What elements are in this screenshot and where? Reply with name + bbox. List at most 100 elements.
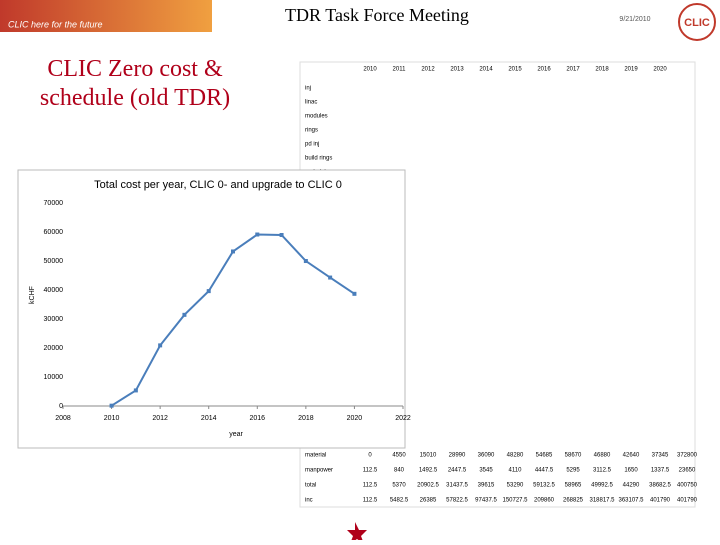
year-header: 2013 [450, 67, 464, 73]
x-tick-label: 2018 [298, 415, 314, 422]
cell: 39615 [478, 483, 495, 489]
year-header: 2020 [653, 67, 667, 73]
cell: 54685 [536, 453, 553, 459]
cell: 401790 [677, 498, 698, 504]
cell: 3545 [479, 468, 493, 474]
year-header: 2019 [624, 67, 638, 73]
point [328, 275, 333, 280]
cell: 2447.5 [448, 468, 467, 474]
cell: 112.5 [363, 483, 378, 489]
y-axis-label: kCHF [29, 286, 36, 304]
y-tick-label: 40000 [44, 287, 64, 294]
year-header: 2017 [566, 67, 580, 73]
cell: 4550 [392, 453, 406, 459]
title-box: CLIC Zero cost & schedule (old TDR) [39, 56, 231, 111]
cell: 42640 [623, 453, 640, 459]
y-tick-label: 70000 [44, 200, 64, 207]
cell: 58670 [565, 453, 582, 459]
x-tick-label: 2014 [201, 415, 217, 422]
x-axis-label: year [229, 431, 243, 438]
row-label: pd inj [305, 142, 319, 148]
cell: 318817.5 [589, 498, 615, 504]
cell: 209860 [534, 498, 555, 504]
year-header: 2014 [479, 67, 493, 73]
slide-title: CLIC Zero cost & schedule (old TDR) [39, 56, 231, 111]
row-label: linac [305, 100, 317, 106]
cell: 38682.5 [649, 483, 671, 489]
logo [678, 3, 716, 41]
cell: 150727.5 [502, 498, 528, 504]
cell: 5295 [566, 468, 580, 474]
row-label: inj [305, 86, 311, 92]
cell: 363107.5 [618, 498, 644, 504]
cell: 26385 [420, 498, 437, 504]
cell: 49992.5 [591, 483, 613, 489]
cell: 57822.5 [446, 498, 468, 504]
cell: 1337.5 [651, 468, 670, 474]
row-label: total [305, 483, 316, 489]
y-tick-label: 30000 [44, 316, 64, 323]
year-header: 2015 [508, 67, 522, 73]
cell: 58965 [565, 483, 582, 489]
y-tick-label: 60000 [44, 229, 64, 236]
chart-title: Total cost per year, CLIC 0- and upgrade… [94, 179, 342, 191]
x-tick-label: 2016 [249, 415, 265, 422]
cell: 23650 [679, 468, 696, 474]
cell: 0 [368, 453, 372, 459]
year-header: 2016 [537, 67, 551, 73]
x-tick-label: 2022 [395, 415, 411, 422]
star-icon [347, 522, 367, 544]
x-tick-label: 2010 [104, 415, 120, 422]
cell: 1492.5 [419, 468, 438, 474]
header-title: TDR Task Force Meeting [285, 5, 469, 25]
row-label: rings [305, 128, 318, 134]
cell: 840 [394, 468, 405, 474]
x-tick-label: 2008 [55, 415, 71, 422]
cell: 268825 [563, 498, 584, 504]
row-label: modules [305, 114, 328, 120]
year-header: 2011 [393, 67, 407, 73]
x-tick-label: 2012 [152, 415, 168, 422]
y-tick-label: 10000 [44, 374, 64, 381]
cell: 5370 [392, 483, 406, 489]
cell: 400750 [677, 483, 698, 489]
y-tick-label: 50000 [44, 258, 64, 265]
cell: 3112.5 [593, 468, 612, 474]
cell: 4110 [509, 468, 523, 474]
date: 9/21/2010 [619, 16, 650, 23]
cell: 20902.5 [417, 483, 439, 489]
cell: 112.5 [363, 468, 378, 474]
point [255, 232, 260, 237]
cell: 4447.5 [535, 468, 554, 474]
logo-text: CLIC [684, 17, 710, 29]
cell: 1650 [624, 468, 638, 474]
point [109, 403, 114, 408]
cell: 46880 [594, 453, 611, 459]
point [231, 249, 235, 254]
row-label: manpower [305, 468, 333, 474]
year-header: 2018 [595, 67, 609, 73]
year-header: 2010 [363, 67, 377, 73]
point [158, 343, 163, 348]
chart-frame [17, 169, 406, 449]
cell: 48280 [507, 453, 524, 459]
year-header: 2012 [421, 67, 435, 73]
point [303, 259, 308, 264]
row-label: inc [305, 498, 313, 504]
cell: 28990 [449, 453, 466, 459]
cell: 53290 [507, 483, 524, 489]
banner-text: CLIC here for the future [8, 19, 103, 29]
point [279, 233, 284, 238]
y-tick-label: 0 [59, 403, 63, 410]
banner [0, 0, 212, 32]
y-tick-label: 20000 [44, 345, 64, 352]
row-label: material [305, 453, 326, 459]
point [133, 388, 138, 393]
cell: 97437.5 [475, 498, 497, 504]
point [352, 291, 357, 296]
cell: 401790 [650, 498, 671, 504]
cell: 59132.5 [533, 483, 555, 489]
cell: 37345 [652, 453, 669, 459]
cell: 15010 [420, 453, 437, 459]
